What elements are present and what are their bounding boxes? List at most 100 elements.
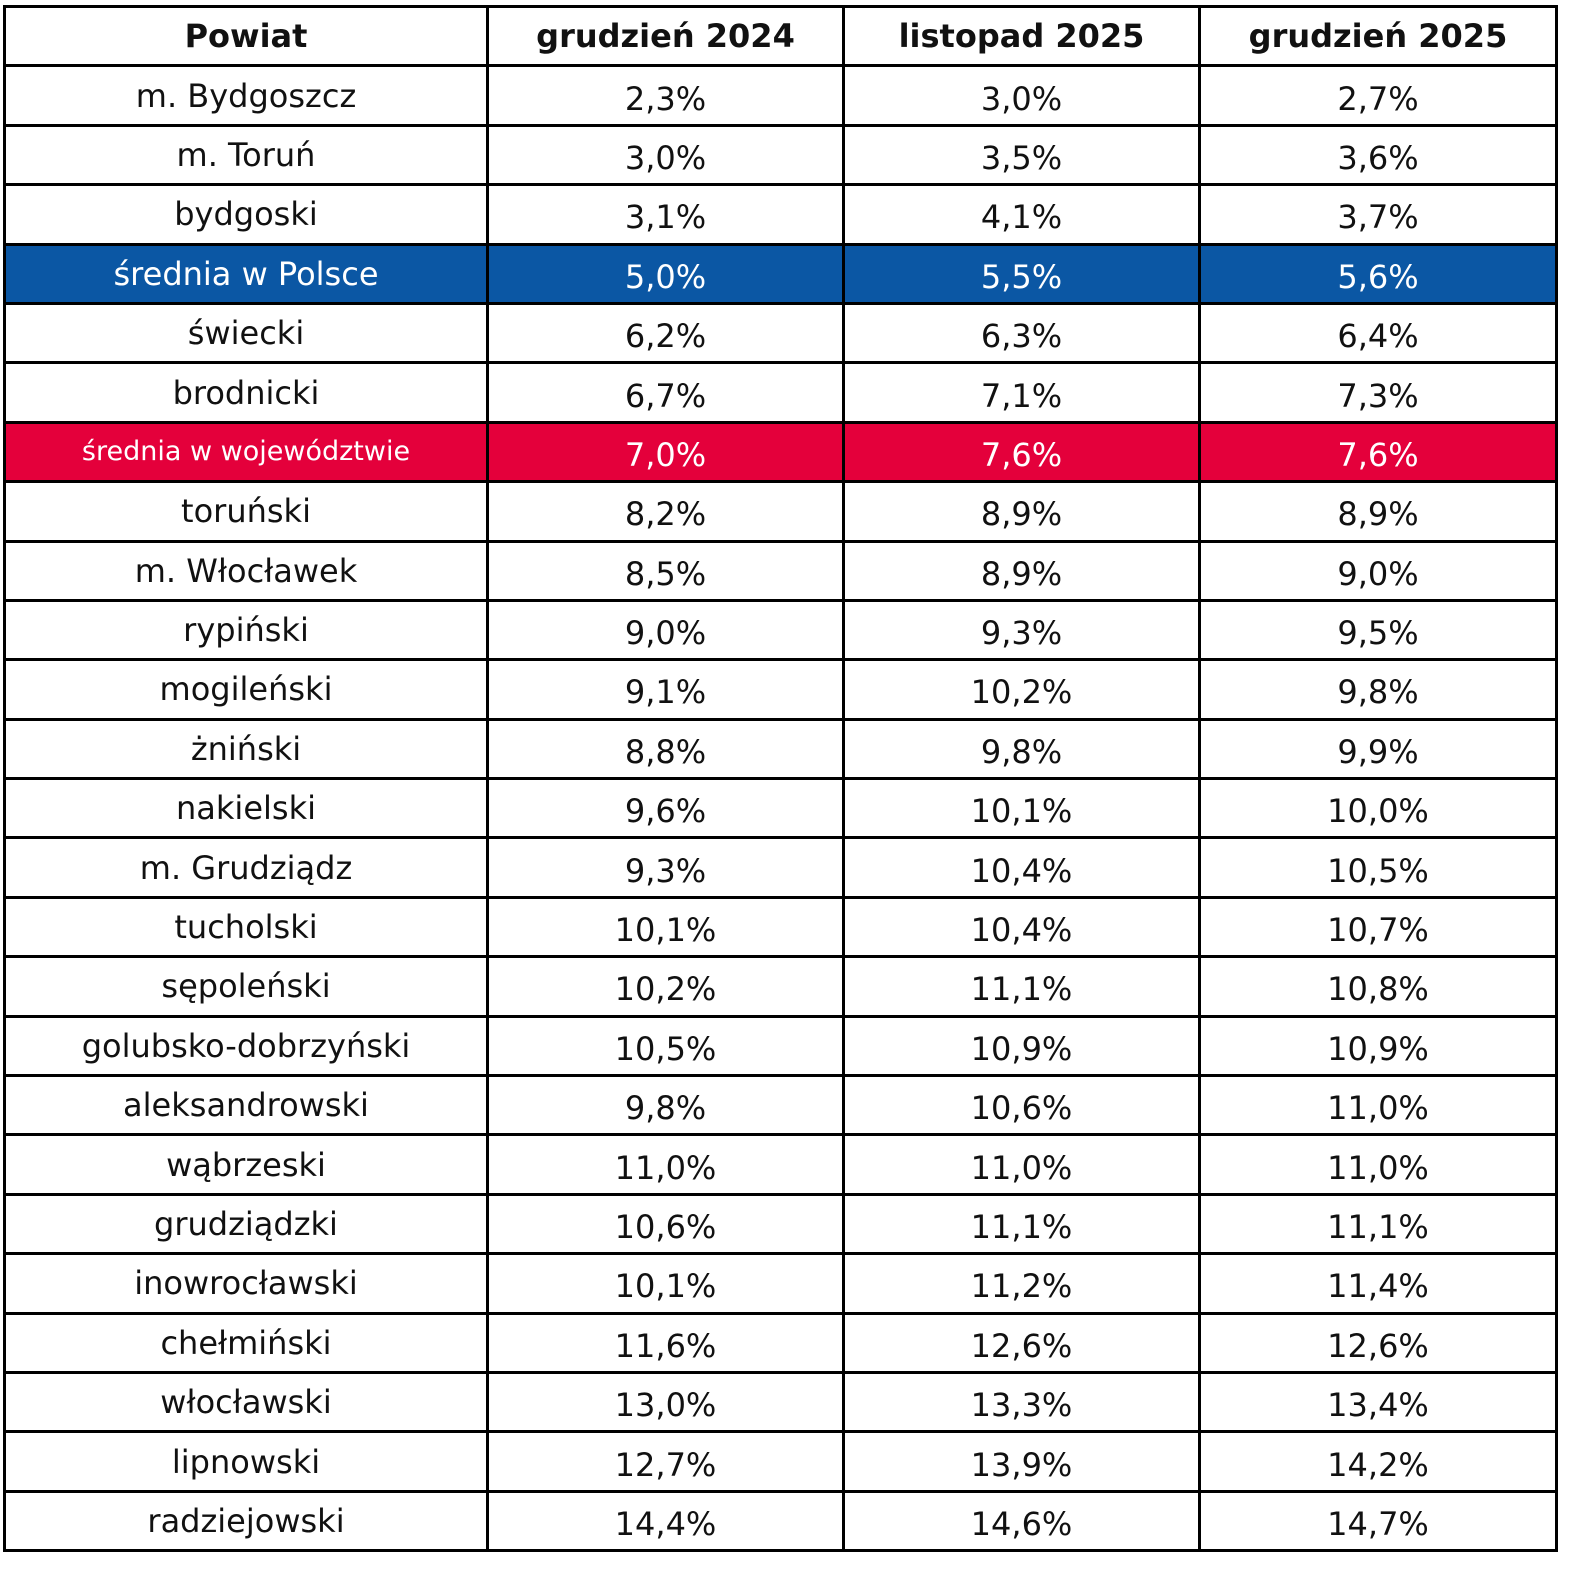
rate-cell: 9,9% xyxy=(1198,717,1558,781)
rate-cell: 8,9% xyxy=(1198,480,1558,543)
district-cell: aleksandrowski xyxy=(3,1074,489,1137)
table-row: rypiński 9,0% 9,3% 9,5% xyxy=(3,598,1558,662)
table-body: m. Bydgoszcz 2,3% 3,0% 2,7% m. Toruń 3,0% 3,5%… xyxy=(3,64,1558,1553)
table-row: chełmiński 11,6% 12,6% 12,6% xyxy=(3,1311,1558,1374)
header-cell: listopad 2025 xyxy=(842,4,1201,68)
district-cell: toruński xyxy=(3,480,489,543)
rate-cell: 12,6% xyxy=(842,1311,1201,1374)
rate-cell: 9,6% xyxy=(486,777,845,840)
rate-cell: 9,5% xyxy=(1198,598,1558,662)
district-cell: golubsko-dobrzyński xyxy=(3,1014,489,1078)
rate-cell: 14,4% xyxy=(486,1489,845,1553)
rate-cell: 10,6% xyxy=(842,1074,1201,1137)
rate-cell: 5,6% xyxy=(1198,242,1558,305)
table-row: inowrocławski 10,1% 11,2% 11,4% xyxy=(3,1252,1558,1315)
table-row: brodnicki 6,7% 7,1% 7,3% xyxy=(3,361,1558,424)
rate-cell: 5,5% xyxy=(842,242,1201,305)
rate-cell: 2,7% xyxy=(1198,64,1558,127)
rate-cell: 3,5% xyxy=(842,123,1201,187)
rate-cell: 6,3% xyxy=(842,301,1201,365)
district-cell: m. Toruń xyxy=(3,123,489,187)
rate-cell: 11,6% xyxy=(486,1311,845,1374)
table-row: golubsko-dobrzyński 10,5% 10,9% 10,9% xyxy=(3,1014,1558,1078)
table-row: lipnowski 12,7% 13,9% 14,2% xyxy=(3,1430,1558,1493)
rate-cell: 4,1% xyxy=(842,183,1201,246)
table-row: m. Grudziądz 9,3% 10,4% 10,5% xyxy=(3,836,1558,899)
rate-cell: 14,6% xyxy=(842,1489,1201,1553)
rate-cell: 7,0% xyxy=(486,420,845,484)
table-row: średnia w województwie 7,0% 7,6% 7,6% xyxy=(3,420,1558,484)
rate-cell: 11,1% xyxy=(842,955,1201,1018)
table-row: aleksandrowski 9,8% 10,6% 11,0% xyxy=(3,1074,1558,1137)
table-row: grudziądzki 10,6% 11,1% 11,1% xyxy=(3,1192,1558,1256)
rate-cell: 9,8% xyxy=(1198,658,1558,721)
table-row: żniński 8,8% 9,8% 9,9% xyxy=(3,717,1558,781)
district-cell: średnia w województwie xyxy=(3,420,489,484)
rate-cell: 10,0% xyxy=(1198,777,1558,840)
rate-cell: 6,2% xyxy=(486,301,845,365)
rate-cell: 7,1% xyxy=(842,361,1201,424)
district-cell: inowrocławski xyxy=(3,1252,489,1315)
rate-cell: 11,1% xyxy=(1198,1192,1558,1256)
rate-cell: 3,0% xyxy=(842,64,1201,127)
rate-cell: 10,7% xyxy=(1198,895,1558,959)
rate-cell: 13,9% xyxy=(842,1430,1201,1493)
rate-cell: 11,0% xyxy=(1198,1133,1558,1196)
district-cell: średnia w Polsce xyxy=(3,242,489,305)
rate-cell: 14,2% xyxy=(1198,1430,1558,1493)
rate-cell: 7,6% xyxy=(842,420,1201,484)
rate-cell: 9,3% xyxy=(486,836,845,899)
rate-cell: 3,7% xyxy=(1198,183,1558,246)
table-row: toruński 8,2% 8,9% 8,9% xyxy=(3,480,1558,543)
district-cell: sępoleński xyxy=(3,955,489,1018)
district-cell: bydgoski xyxy=(3,183,489,246)
data-table: Powiat grudzień 2024 listopad 2025 grudzień… xyxy=(3,4,1558,1553)
rate-cell: 9,1% xyxy=(486,658,845,721)
rate-cell: 10,1% xyxy=(486,1252,845,1315)
rate-cell: 10,9% xyxy=(1198,1014,1558,1078)
rate-cell: 10,1% xyxy=(486,895,845,959)
rate-cell: 13,4% xyxy=(1198,1370,1558,1434)
header-cell: grudzień 2025 xyxy=(1198,4,1558,68)
rate-cell: 8,9% xyxy=(842,480,1201,543)
district-cell: chełmiński xyxy=(3,1311,489,1374)
rate-cell: 6,7% xyxy=(486,361,845,424)
table-row: włocławski 13,0% 13,3% 13,4% xyxy=(3,1370,1558,1434)
rate-cell: 10,2% xyxy=(486,955,845,1018)
district-cell: wąbrzeski xyxy=(3,1133,489,1196)
rate-cell: 12,7% xyxy=(486,1430,845,1493)
rate-cell: 11,4% xyxy=(1198,1252,1558,1315)
rate-cell: 12,6% xyxy=(1198,1311,1558,1374)
district-cell: lipnowski xyxy=(3,1430,489,1493)
district-cell: m. Włocławek xyxy=(3,539,489,602)
district-cell: żniński xyxy=(3,717,489,781)
rate-cell: 9,8% xyxy=(486,1074,845,1137)
rate-cell: 10,5% xyxy=(1198,836,1558,899)
rate-cell: 8,5% xyxy=(486,539,845,602)
district-cell: radziejowski xyxy=(3,1489,489,1553)
district-cell: brodnicki xyxy=(3,361,489,424)
rate-cell: 10,2% xyxy=(842,658,1201,721)
table-row: m. Bydgoszcz 2,3% 3,0% 2,7% xyxy=(3,64,1558,127)
table-row: m. Toruń 3,0% 3,5% 3,6% xyxy=(3,123,1558,187)
district-cell: mogileński xyxy=(3,658,489,721)
rate-cell: 10,9% xyxy=(842,1014,1201,1078)
rate-cell: 10,1% xyxy=(842,777,1201,840)
table-row: nakielski 9,6% 10,1% 10,0% xyxy=(3,777,1558,840)
rate-cell: 11,0% xyxy=(1198,1074,1558,1137)
rate-cell: 9,0% xyxy=(486,598,845,662)
district-cell: m. Grudziądz xyxy=(3,836,489,899)
rate-cell: 2,3% xyxy=(486,64,845,127)
rate-cell: 13,0% xyxy=(486,1370,845,1434)
table-row: m. Włocławek 8,5% 8,9% 9,0% xyxy=(3,539,1558,602)
table-row: bydgoski 3,1% 4,1% 3,7% xyxy=(3,183,1558,246)
rate-cell: 5,0% xyxy=(486,242,845,305)
table-row: wąbrzeski 11,0% 11,0% 11,0% xyxy=(3,1133,1558,1196)
rate-cell: 10,4% xyxy=(842,895,1201,959)
district-cell: m. Bydgoszcz xyxy=(3,64,489,127)
rate-cell: 11,2% xyxy=(842,1252,1201,1315)
district-cell: rypiński xyxy=(3,598,489,662)
rate-cell: 8,2% xyxy=(486,480,845,543)
table-row: mogileński 9,1% 10,2% 9,8% xyxy=(3,658,1558,721)
